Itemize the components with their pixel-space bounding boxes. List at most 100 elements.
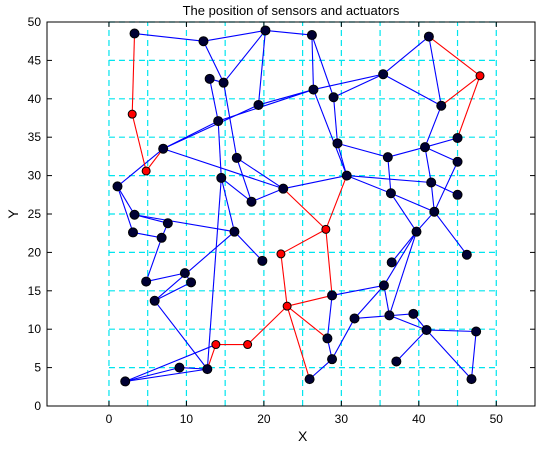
sensor-point — [452, 189, 463, 200]
actuator-point — [282, 301, 292, 311]
y-tick-label: 45 — [28, 53, 42, 67]
sensor-link — [236, 157, 253, 202]
actuator-point — [276, 249, 286, 259]
sensor-point — [385, 188, 396, 199]
sensor-link — [134, 32, 204, 42]
sensor-link — [251, 188, 284, 203]
sensor-link — [388, 231, 418, 316]
sensor-point — [158, 143, 169, 154]
sensor-point — [202, 364, 213, 375]
sensor-point — [386, 257, 397, 268]
sensor-link — [424, 137, 458, 148]
actuator-link — [286, 305, 311, 380]
sensor-link — [382, 73, 442, 107]
sensor-link — [354, 313, 414, 319]
sensor-point — [466, 374, 477, 385]
y-tick-label: 5 — [34, 361, 41, 375]
sensor-link — [387, 157, 392, 194]
sensor-point — [382, 152, 393, 163]
sensor-link — [389, 314, 427, 331]
sensor-link — [383, 231, 417, 286]
chart-title: The position of sensors and actuators — [183, 3, 400, 18]
sensor-link — [116, 186, 134, 233]
sensor-link — [236, 157, 284, 190]
y-tick-label: 15 — [28, 284, 42, 298]
sensor-link — [223, 30, 266, 84]
actuator-link — [286, 294, 333, 307]
actuator-link — [131, 114, 147, 172]
actuator-link — [280, 228, 327, 255]
sensor-point — [423, 31, 434, 42]
sensor-point — [127, 227, 138, 238]
sensor-point — [129, 28, 140, 39]
x-tick-label: 0 — [106, 412, 113, 426]
sensor-link — [312, 89, 348, 176]
y-tick-label: 40 — [28, 92, 42, 106]
y-tick-label: 25 — [28, 207, 42, 221]
sensor-point — [253, 99, 264, 110]
sensor-link — [145, 237, 163, 282]
sensor-point — [322, 333, 333, 344]
sensor-point — [120, 376, 131, 387]
sensor-point — [186, 277, 197, 288]
axis-ticks: 0 10 20 30 40 50 0 5 10 15 20 25 30 35 40 45 50 — [28, 15, 535, 426]
actuator-link — [247, 305, 288, 345]
sensor-link — [209, 78, 219, 122]
sensor-link — [424, 146, 458, 163]
sensor-point — [198, 36, 209, 47]
sensor-link — [265, 29, 312, 36]
sensor-point — [429, 206, 440, 217]
points — [112, 25, 485, 387]
sensor-link — [311, 34, 335, 98]
sensor-point — [129, 209, 140, 220]
y-tick-label: 20 — [28, 245, 42, 259]
actuator-point — [211, 340, 221, 350]
sensor-link — [220, 177, 235, 232]
actuator-link — [282, 188, 327, 230]
sensor-link — [391, 231, 417, 263]
links — [116, 29, 481, 382]
sensor-point — [213, 116, 224, 127]
actuator-point — [243, 340, 253, 350]
sensor-point — [426, 177, 437, 188]
sensor-point — [452, 132, 463, 143]
sensor-link — [154, 231, 235, 302]
sensor-point — [306, 30, 317, 41]
actuator-link — [325, 229, 333, 296]
sensor-link — [354, 285, 385, 319]
sensor-point — [436, 100, 447, 111]
sensor-point — [218, 77, 229, 88]
sensor-point — [174, 362, 185, 373]
sensor-point — [141, 276, 152, 287]
sensor-link — [313, 73, 384, 91]
sensor-link — [390, 192, 417, 232]
sensor-point — [391, 356, 402, 367]
sensor-link — [433, 161, 459, 212]
actuator-link — [457, 75, 481, 139]
sensor-point — [149, 295, 160, 306]
sensor-point — [260, 25, 271, 36]
sensor-link — [203, 29, 266, 42]
sensor-link — [258, 89, 314, 106]
sensor-point — [471, 326, 482, 337]
sensor-link — [387, 146, 426, 158]
sensor-link — [283, 175, 347, 190]
sensor-point — [384, 310, 395, 321]
x-axis-title: X — [298, 428, 308, 444]
sensor-link — [220, 177, 252, 203]
sensor-point — [378, 69, 389, 80]
sensor-point — [452, 156, 463, 167]
sensor-link — [163, 148, 284, 190]
sensor-link — [326, 295, 333, 339]
actuator-link — [131, 33, 136, 115]
sensor-link — [309, 358, 333, 380]
y-tick-label: 0 — [34, 399, 41, 413]
sensor-link — [337, 142, 388, 158]
sensor-link — [331, 318, 355, 360]
sensor-point — [246, 196, 257, 207]
sensor-point — [411, 226, 422, 237]
sensor-point — [328, 92, 339, 103]
sensor-point — [257, 255, 268, 266]
sensor-point — [231, 152, 242, 163]
